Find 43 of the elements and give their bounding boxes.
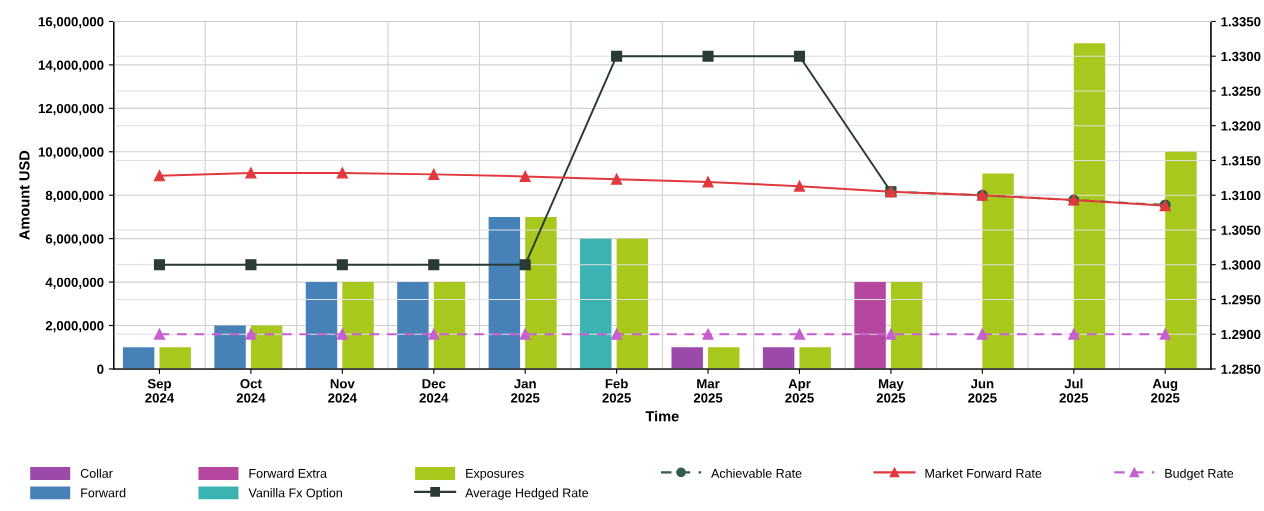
legend-label: Vanilla Fx Option xyxy=(248,488,342,500)
legend-label: Budget Rate xyxy=(1165,468,1234,481)
y-tick-label: 2,000,000 xyxy=(45,321,104,333)
y2-tick-label: 1.3100 xyxy=(1221,190,1261,201)
y-tick-label: 10,000,000 xyxy=(38,147,104,159)
legend-label: Achievable Rate xyxy=(711,468,802,478)
x-tick-label: Oct 2024 xyxy=(236,379,266,403)
y2-tick-label: 1.3200 xyxy=(1221,121,1261,131)
y2-tick-label: 1.2850 xyxy=(1221,364,1261,374)
y-axis-title: Amount USD xyxy=(19,150,30,240)
legend-label: Market Forward Rate xyxy=(925,468,1042,478)
x-axis-title: Time xyxy=(645,410,679,422)
y2-tick-label: 1.3050 xyxy=(1221,225,1261,235)
x-tick-label: Sep 2024 xyxy=(145,379,175,403)
x-tick-label: Dec 2024 xyxy=(419,379,449,403)
x-tick-label: Aug 2025 xyxy=(1150,379,1180,403)
y-tick-label: 8,000,000 xyxy=(45,190,104,203)
y2-tick-label: 1.3300 xyxy=(1221,51,1261,62)
y-tick-label: 12,000,000 xyxy=(38,103,104,116)
legend-label: Forward Extra xyxy=(249,468,327,478)
x-tick-label: Nov 2024 xyxy=(328,379,357,403)
x-tick-label: Jan 2025 xyxy=(510,379,540,403)
y2-tick-label: 1.3150 xyxy=(1221,156,1261,166)
y2-tick-label: 1.3000 xyxy=(1221,260,1261,270)
x-tick-label: Apr 2025 xyxy=(785,379,814,403)
y2-tick-label: 1.3350 xyxy=(1221,17,1261,27)
y-tick-label: 6,000,000 xyxy=(45,234,104,246)
y2-tick-label: 1.2950 xyxy=(1221,295,1261,305)
y-tick-label: 0 xyxy=(97,364,104,374)
x-tick-label: Jun 2025 xyxy=(968,379,997,403)
x-tick-label: Mar 2025 xyxy=(693,379,723,403)
legend-label: Exposures xyxy=(466,469,524,481)
x-tick-label: May 2025 xyxy=(876,379,906,403)
x-tick-label: Jul 2025 xyxy=(1059,378,1089,403)
legend-label: Collar xyxy=(80,468,113,478)
legend-label: Forward xyxy=(81,488,126,498)
y-tick-label: 16,000,000 xyxy=(38,17,104,29)
x-tick-label: Feb 2025 xyxy=(602,378,631,403)
y2-tick-label: 1.2900 xyxy=(1221,329,1261,340)
y2-tick-label: 1.3250 xyxy=(1221,86,1261,96)
legend-label: Average Hedged Rate xyxy=(465,488,589,500)
y-tick-label: 4,000,000 xyxy=(45,277,104,289)
y-tick-label: 14,000,000 xyxy=(38,60,104,72)
